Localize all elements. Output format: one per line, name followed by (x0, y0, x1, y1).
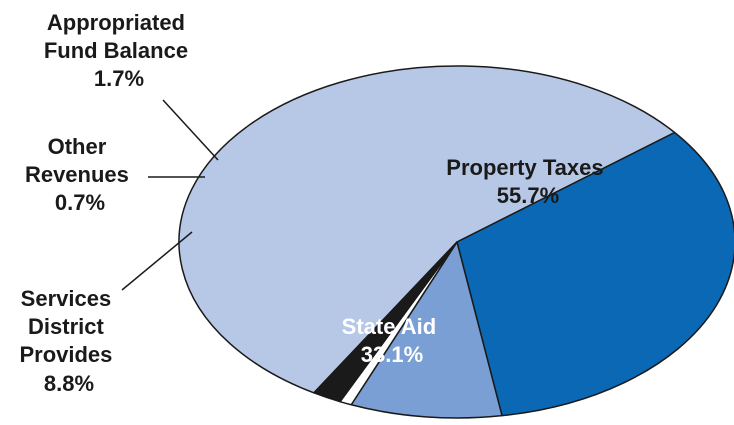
label-other-line1: Other (48, 134, 107, 159)
label-property-taxes: Property Taxes 55.7% (446, 155, 609, 208)
pie-slice-appropriated-fund-balance (313, 241, 458, 403)
label-services-line3: Provides (19, 342, 112, 367)
pie-slice-property-taxes (178, 65, 676, 394)
label-services-value: 8.8% (44, 371, 94, 396)
label-fund-balance-value: 1.7% (94, 66, 144, 91)
label-other-revenues: Other Revenues 0.7% (25, 134, 135, 215)
label-other-line2: Revenues (25, 162, 129, 187)
label-fund-balance-line2: Fund Balance (44, 38, 188, 63)
label-property-taxes-value: 55.7% (497, 183, 559, 208)
pie-slices (178, 65, 734, 419)
label-property-taxes-line1: Property Taxes (446, 155, 603, 180)
leader-fund-balance (162, 99, 219, 161)
pie-slice-services-district-provides (350, 241, 503, 419)
label-services-line2: District (28, 314, 104, 339)
leader-services (121, 231, 193, 291)
label-fund-balance: Appropriated Fund Balance 1.7% (44, 10, 194, 91)
label-fund-balance-line1: Appropriated (47, 10, 185, 35)
pie-slice-state-aid (456, 131, 734, 417)
label-services: Services District Provides 8.8% (19, 286, 118, 396)
label-state-aid: State Aid 33.1% (342, 314, 443, 367)
label-state-aid-value: 33.1% (361, 342, 423, 367)
label-state-aid-line1: State Aid (342, 314, 437, 339)
label-other-value: 0.7% (55, 190, 105, 215)
label-services-line1: Services (21, 286, 112, 311)
